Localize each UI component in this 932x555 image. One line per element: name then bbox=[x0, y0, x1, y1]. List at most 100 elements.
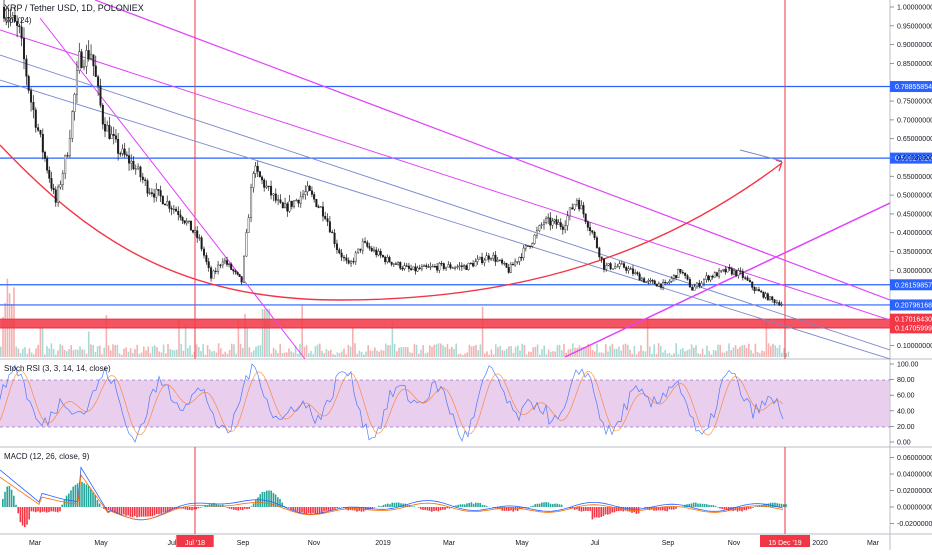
volume-bar bbox=[741, 345, 743, 357]
macd-axis-tick: 0.00000000 bbox=[897, 505, 932, 512]
candle-body bbox=[671, 278, 673, 281]
macd-histogram-bar bbox=[578, 507, 580, 511]
price-axis-tick: 0.10000000 bbox=[897, 343, 932, 350]
candle-body bbox=[457, 267, 459, 268]
time-axis-tick: Sep bbox=[237, 540, 250, 547]
volume-bar bbox=[601, 352, 603, 357]
volume-bar bbox=[695, 345, 697, 357]
volume-bar bbox=[279, 344, 281, 357]
volume-bar bbox=[286, 353, 288, 357]
volume-bar bbox=[673, 353, 675, 357]
volume-bar bbox=[526, 354, 528, 357]
macd-histogram-bar bbox=[550, 504, 552, 507]
volume-bar bbox=[726, 351, 728, 357]
macd-histogram-bar bbox=[607, 507, 609, 515]
candle-body bbox=[282, 203, 284, 208]
macd-histogram-bar bbox=[748, 507, 750, 509]
macd-histogram-bar bbox=[189, 507, 191, 510]
candle-body bbox=[733, 271, 735, 275]
candle-body bbox=[382, 255, 384, 257]
macd-histogram-bar bbox=[191, 507, 193, 510]
volume-bar bbox=[592, 350, 594, 357]
macd-histogram-bar bbox=[435, 507, 437, 511]
volume-bar bbox=[297, 354, 299, 357]
candle-body bbox=[48, 170, 50, 178]
volume-bar bbox=[288, 348, 290, 357]
candle-body bbox=[133, 161, 135, 169]
candle-body bbox=[589, 227, 591, 230]
volume-bar bbox=[420, 350, 422, 357]
volume-bar bbox=[222, 354, 224, 357]
macd-histogram-bar bbox=[484, 505, 486, 507]
macd-histogram-bar bbox=[6, 486, 8, 507]
macd-histogram-bar bbox=[627, 507, 629, 511]
volume-bar bbox=[482, 307, 484, 357]
volume-bar bbox=[697, 353, 699, 357]
macd-histogram-bar bbox=[262, 492, 264, 507]
volume-bar bbox=[398, 348, 400, 357]
macd-histogram-bar bbox=[59, 507, 61, 511]
volume-bar bbox=[788, 352, 790, 357]
volume-bar bbox=[299, 344, 301, 357]
candle-body bbox=[605, 265, 607, 269]
macd-histogram-bar bbox=[127, 507, 129, 515]
candle-body bbox=[375, 250, 377, 255]
macd-histogram-bar bbox=[200, 507, 202, 508]
volume-bar bbox=[396, 351, 398, 357]
candle-body bbox=[175, 209, 177, 211]
volume-bar bbox=[431, 347, 433, 357]
macd-histogram-bar bbox=[611, 507, 613, 513]
candle-body bbox=[81, 52, 83, 68]
price-axis-tick: 0.60000000 bbox=[897, 155, 932, 162]
candle-body bbox=[104, 124, 106, 131]
candle-body bbox=[538, 226, 540, 231]
volume-bar bbox=[158, 351, 160, 357]
macd-histogram-bar bbox=[706, 504, 708, 507]
volume-bar bbox=[444, 347, 446, 357]
volume-bar bbox=[24, 347, 26, 357]
volume-bar bbox=[143, 347, 145, 357]
macd-histogram-bar bbox=[277, 497, 279, 507]
volume-bar bbox=[220, 348, 222, 357]
macd-histogram-bar bbox=[713, 505, 715, 507]
volume-bar bbox=[95, 352, 97, 357]
candle-body bbox=[128, 156, 130, 164]
macd-histogram-bar bbox=[779, 504, 781, 507]
candle-body bbox=[364, 241, 366, 242]
candle-body bbox=[754, 287, 756, 290]
candle-body bbox=[441, 263, 443, 264]
candle-body bbox=[639, 274, 641, 280]
volume-bar bbox=[528, 352, 530, 357]
volume-bar bbox=[123, 349, 125, 357]
macd-histogram-bar bbox=[215, 504, 217, 507]
volume-bar bbox=[114, 345, 116, 357]
candle-body bbox=[90, 55, 92, 59]
volume-bar bbox=[777, 348, 779, 357]
candle-body bbox=[226, 261, 228, 265]
macd-histogram-bar bbox=[446, 507, 448, 508]
volume-bar bbox=[277, 353, 279, 357]
candle-body bbox=[334, 233, 336, 244]
volume-bar bbox=[147, 347, 149, 357]
volume-bar bbox=[55, 355, 57, 357]
volume-bar bbox=[332, 354, 334, 357]
volume-bar bbox=[370, 350, 372, 357]
volume-bar bbox=[706, 346, 708, 357]
macd-histogram-bar bbox=[517, 507, 519, 511]
volume-bar bbox=[306, 345, 308, 357]
candle-body bbox=[486, 256, 488, 260]
candle-body bbox=[614, 267, 616, 269]
volume-bar bbox=[326, 349, 328, 357]
volume-bar bbox=[768, 343, 770, 357]
macd-histogram-bar bbox=[37, 507, 39, 511]
volume-bar bbox=[257, 346, 259, 357]
volume-bar bbox=[590, 346, 592, 357]
volume-bar bbox=[422, 345, 424, 357]
macd-histogram-bar bbox=[691, 503, 693, 507]
price-axis-tick: 0.30000000 bbox=[897, 268, 932, 275]
time-axis-tick: Mar bbox=[867, 540, 880, 547]
macd-axis-tick: 0.02000000 bbox=[897, 488, 932, 495]
candle-body bbox=[404, 266, 406, 269]
candle-body bbox=[387, 257, 389, 262]
macd-histogram-bar bbox=[22, 507, 24, 526]
